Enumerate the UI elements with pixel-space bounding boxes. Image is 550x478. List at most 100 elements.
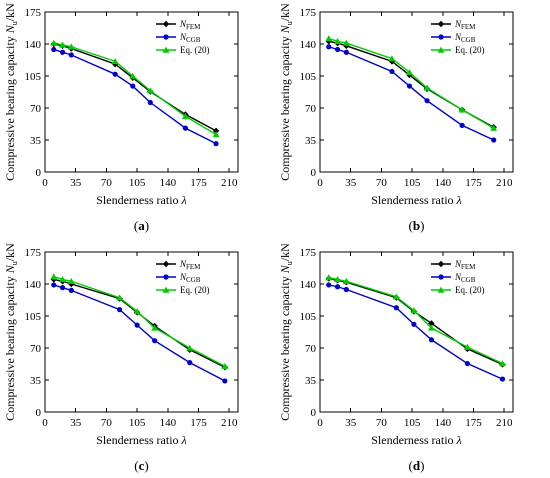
x-tick-label: 35	[345, 177, 357, 189]
legend-marker	[163, 34, 169, 40]
x-tick-label: 175	[465, 177, 482, 189]
legend-marker	[437, 286, 445, 293]
data-point	[112, 71, 118, 77]
data-point	[213, 141, 219, 147]
data-point	[389, 68, 395, 75]
y-tick-label: 175	[25, 7, 42, 19]
data-point	[491, 137, 497, 143]
data-point	[343, 49, 349, 55]
y-tick-label: 70	[305, 103, 317, 115]
x-axis-title: Slenderness ratio λ	[371, 193, 462, 207]
x-tick-label: 105	[129, 177, 146, 189]
series-line-n-cgb	[53, 284, 226, 382]
data-point	[134, 322, 140, 328]
panel-label: (a)	[134, 218, 149, 233]
y-tick-label: 140	[300, 39, 317, 51]
data-point	[129, 72, 137, 79]
data-point	[186, 344, 194, 351]
series-line-n-cgb	[328, 284, 503, 380]
data-point	[393, 305, 399, 311]
data-point	[343, 286, 349, 293]
x-tick-label: 105	[129, 417, 146, 429]
x-axis-title: Slenderness ratio λ	[96, 433, 187, 447]
data-point	[428, 320, 435, 327]
panel-label: (b)	[409, 218, 425, 233]
y-tick-label: 35	[305, 375, 317, 387]
y-tick-label: 140	[25, 279, 42, 291]
data-point	[342, 39, 350, 46]
legend-marker	[163, 274, 169, 280]
data-point	[68, 280, 75, 288]
legend-label: NFEM	[179, 19, 201, 31]
data-point	[116, 294, 123, 301]
x-tick-label: 35	[70, 177, 82, 189]
x-tick-label: 0	[317, 177, 323, 189]
x-tick-label: 210	[221, 417, 238, 429]
y-tick-label: 70	[30, 103, 42, 115]
data-point	[59, 41, 66, 48]
series-line-n-cgb	[53, 48, 217, 145]
legend-label: NCGB	[454, 32, 476, 44]
y-tick-label: 35	[305, 135, 317, 147]
data-point	[50, 273, 58, 280]
chart-panel-b: 0 35 70 105 140 175 21003570105140175Slenderne…	[278, 3, 514, 233]
data-point	[423, 84, 431, 91]
data-point	[151, 324, 159, 331]
x-tick-label: 105	[404, 417, 421, 429]
data-point	[116, 307, 123, 313]
data-point	[392, 293, 400, 300]
y-tick-label: 0	[311, 407, 317, 419]
x-tick-label: 0	[42, 417, 48, 429]
chart-panel-a: 0 35 70 105 140 175 21003570105140175Slenderne…	[3, 3, 239, 233]
y-axis-title: Compressive bearing capacity Nu/kN	[278, 3, 294, 181]
plot-frame	[44, 11, 239, 173]
data-point	[67, 277, 75, 284]
legend-marker	[437, 46, 445, 53]
data-point	[499, 376, 506, 382]
data-point	[221, 362, 229, 370]
y-tick-label: 70	[30, 343, 42, 355]
legend-marker	[438, 34, 444, 40]
data-point	[334, 37, 341, 44]
panel-label: (c)	[134, 458, 148, 473]
data-point	[325, 274, 333, 281]
y-tick-label: 105	[300, 71, 317, 83]
data-point	[111, 57, 119, 65]
x-tick-label: 0	[42, 177, 48, 189]
data-point	[50, 39, 58, 46]
data-point	[411, 321, 417, 327]
data-point	[130, 83, 136, 89]
legend-marker	[162, 46, 170, 53]
data-point	[343, 42, 350, 50]
legend-marker	[162, 286, 170, 293]
data-point	[68, 52, 74, 58]
y-tick-label: 175	[25, 247, 42, 259]
legend-label: Eq. (20)	[455, 285, 485, 295]
chart-panel-d: 0 35 70 105 140 175 21003570105140175Slenderne…	[278, 243, 514, 473]
data-point	[406, 68, 413, 76]
x-tick-label: 175	[190, 177, 207, 189]
data-point	[152, 338, 158, 344]
legend-label: Eq. (20)	[180, 45, 210, 55]
data-point	[68, 287, 74, 293]
data-point	[326, 282, 332, 288]
legend-marker	[437, 20, 445, 28]
x-tick-label: 70	[376, 177, 388, 189]
legend-label: NCGB	[179, 272, 201, 284]
data-point	[51, 282, 57, 288]
data-point	[464, 360, 470, 367]
data-point	[424, 98, 430, 104]
data-point	[428, 337, 435, 343]
data-point	[212, 131, 220, 138]
data-point	[187, 360, 193, 366]
x-tick-label: 70	[101, 417, 113, 429]
legend-label: Eq. (20)	[180, 285, 210, 295]
legend-marker	[438, 274, 444, 280]
data-point	[59, 49, 66, 55]
y-tick-label: 105	[300, 311, 317, 323]
y-axis-title: Compressive bearing capacity Nu/kN	[3, 3, 19, 181]
